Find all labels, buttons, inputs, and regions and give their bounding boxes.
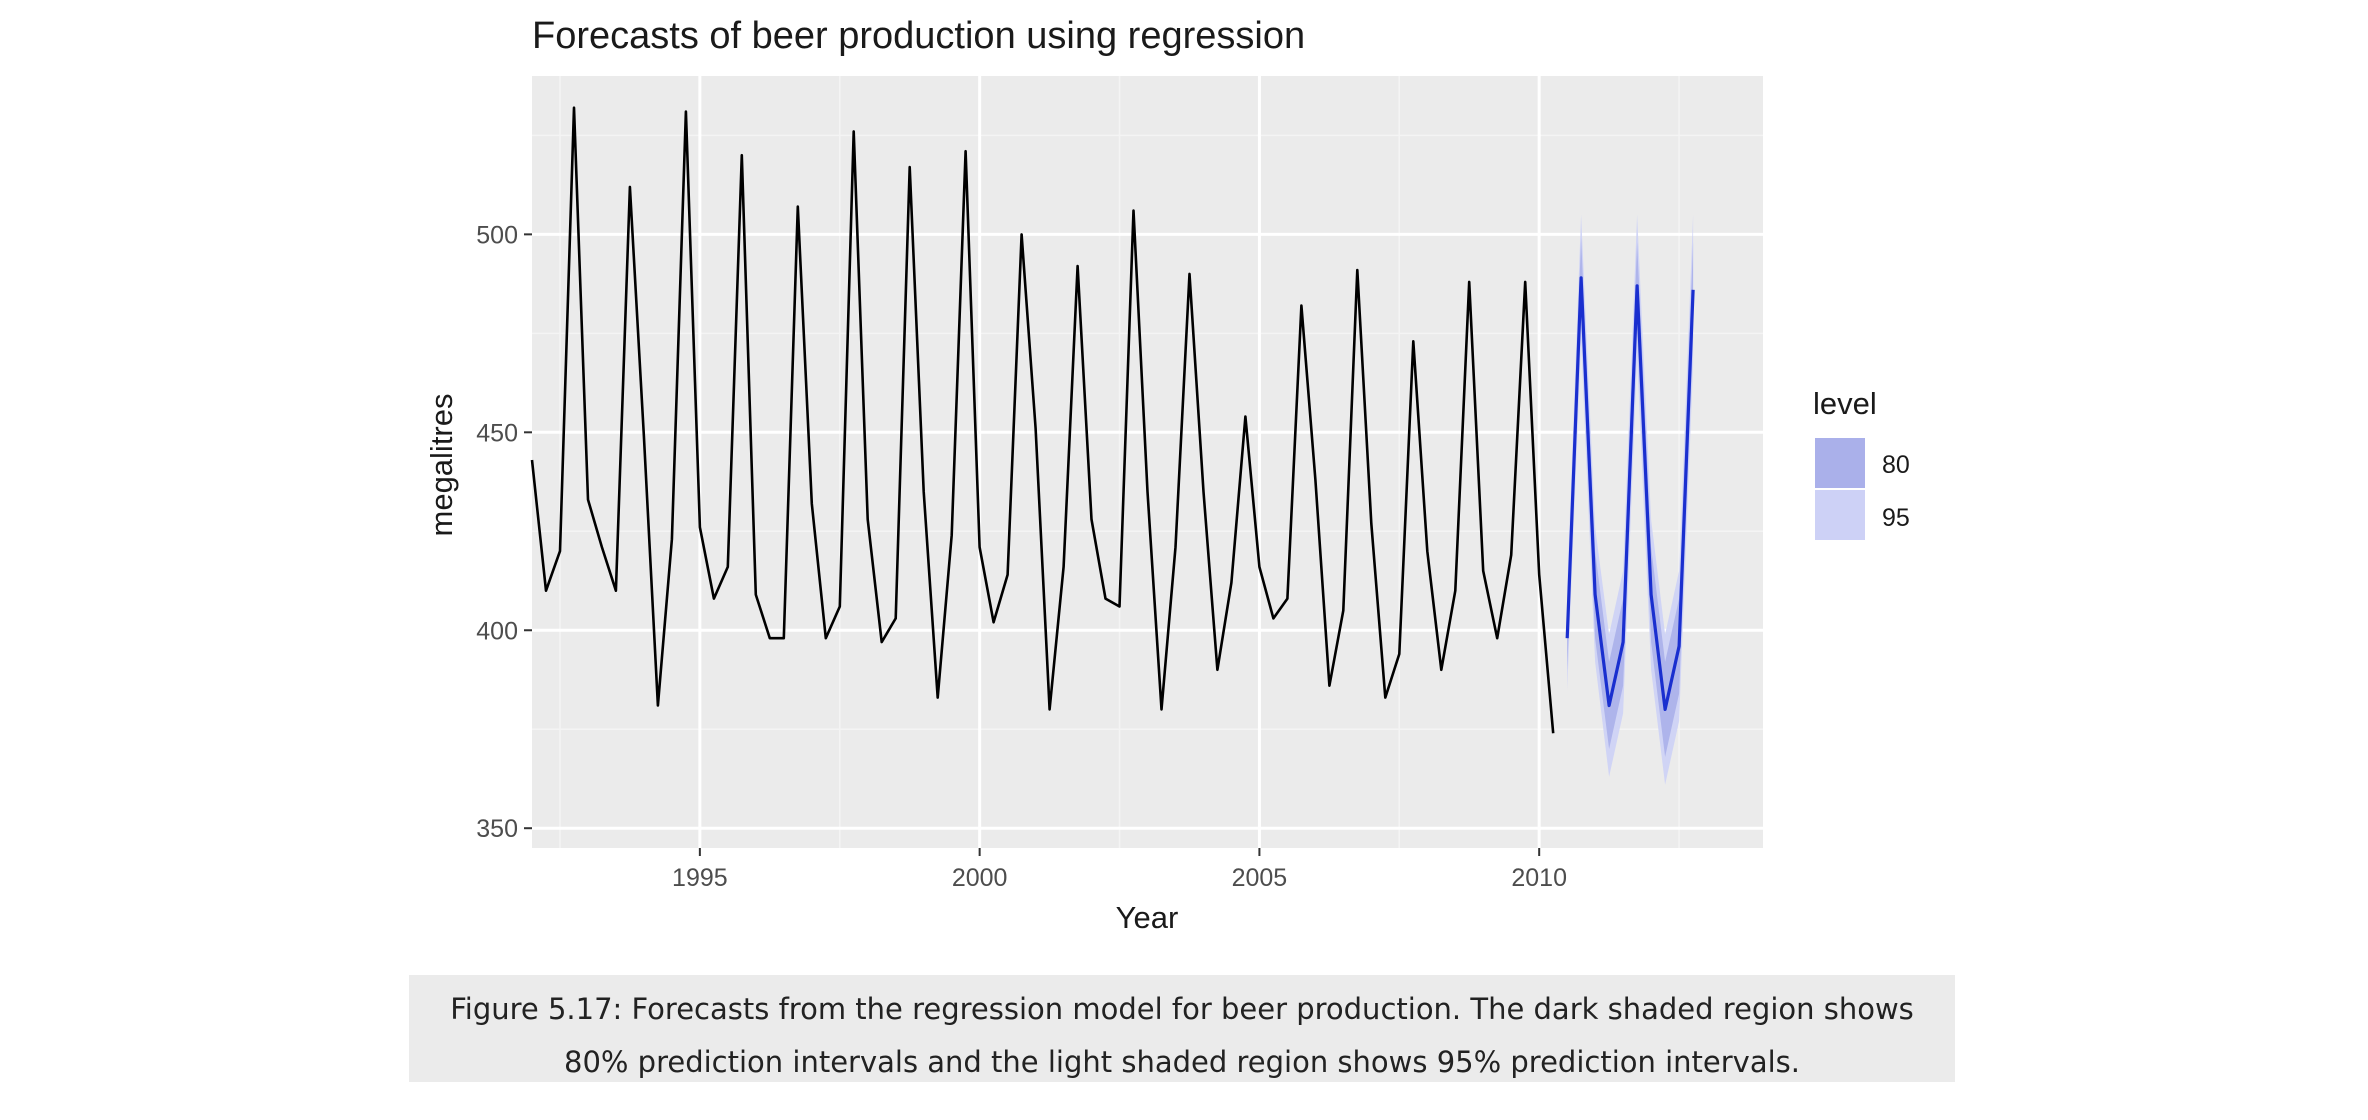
y-tick-label: 400 (476, 617, 518, 645)
caption-line-1: Figure 5.17: Forecasts from the regressi… (450, 992, 1914, 1026)
x-tick-label: 1995 (672, 864, 728, 892)
figure-caption: Figure 5.17: Forecasts from the regressi… (409, 975, 1955, 1082)
legend-key-80 (1815, 438, 1865, 488)
beer-forecast-chart: Forecasts of beer production using regre… (424, 15, 1910, 935)
series-lines (530, 106, 1695, 734)
legend: level 80 95 (1813, 386, 1910, 540)
legend-label-80: 80 (1882, 451, 1910, 479)
panel-background (532, 76, 1763, 848)
x-tick-label: 2010 (1511, 864, 1567, 892)
y-tick-label: 350 (476, 815, 518, 843)
x-tick-label: 2000 (952, 864, 1008, 892)
axes: 1995 2000 2005 2010 350 400 450 500 (476, 221, 1567, 892)
forecast-series-line (1565, 276, 1695, 711)
x-tick-label: 2005 (1232, 864, 1288, 892)
plot-panel (532, 76, 1763, 848)
chart-title: Forecasts of beer production using regre… (532, 15, 1305, 57)
y-tick-label: 500 (476, 221, 518, 249)
x-axis-title: Year (1116, 900, 1179, 935)
legend-label-95: 95 (1882, 504, 1910, 532)
y-tick-label: 450 (476, 419, 518, 447)
legend-key-95 (1815, 490, 1865, 540)
y-axis-title: megalitres (424, 394, 459, 537)
legend-title: level (1813, 386, 1877, 421)
historical-series-line (530, 106, 1555, 734)
caption-line-2: 80% prediction intervals and the light s… (564, 1045, 1800, 1079)
